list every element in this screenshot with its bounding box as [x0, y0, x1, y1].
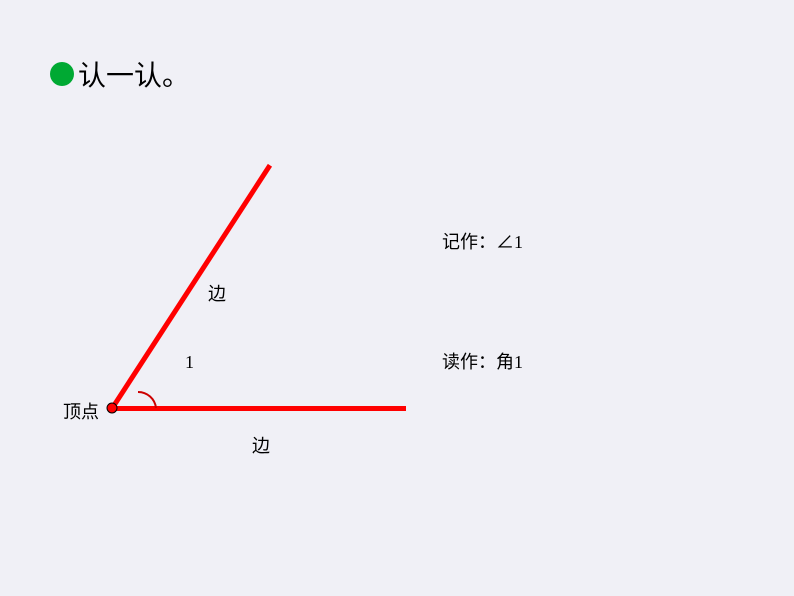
notation-read: 读作：角1: [442, 348, 523, 374]
notation-written: 记作：∠1: [442, 228, 523, 254]
angle-number-label: 1: [185, 352, 194, 373]
angle-arc: [128, 388, 164, 429]
side-label-top: 边: [208, 280, 226, 306]
angle-diagram: 顶点 边 边 1 记作：∠1 读作：角1: [0, 0, 794, 596]
side-label-bottom: 边: [252, 432, 270, 458]
vertex-label: 顶点: [63, 398, 99, 424]
angle-vertex: [107, 403, 118, 414]
